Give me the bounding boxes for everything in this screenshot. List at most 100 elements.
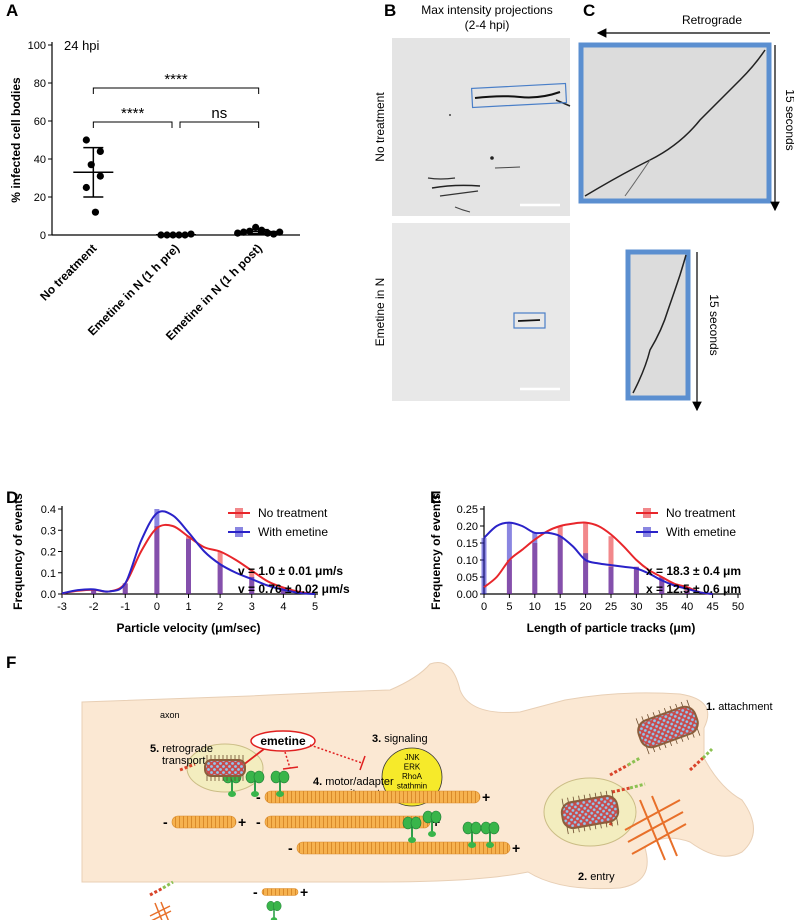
kymograph: [578, 42, 772, 204]
step-label: 1. attachment: [706, 701, 773, 713]
mechanism-diagram: axon emetine 1. attachment 2. entry 3. signalin…: [81, 662, 773, 920]
y-tick-label: 40: [34, 154, 46, 166]
x-tick-label: 30: [630, 601, 642, 613]
x-tick-label: 0: [154, 601, 160, 613]
roi-box: [513, 312, 546, 329]
bar: [217, 564, 223, 594]
y-tick-label: 0: [40, 230, 46, 242]
step-text: entry: [590, 871, 615, 883]
y-tick-label: 0.0: [41, 589, 56, 601]
bar: [506, 522, 512, 594]
b-title: (2-4 hpi): [465, 18, 510, 32]
drug-box: [250, 730, 316, 752]
dynein-head: [430, 810, 442, 824]
x-tick-label: 5: [506, 601, 512, 613]
bar: [633, 566, 639, 594]
inhibition: [282, 766, 299, 770]
y-tick-label: 0.2: [41, 547, 56, 559]
step-text: retrograde: [162, 743, 213, 755]
panel-label: F: [6, 653, 16, 672]
legend-swatch: [235, 508, 243, 518]
legend-swatch: [643, 508, 651, 518]
dynein: [245, 770, 265, 797]
signal-label: ERK: [404, 763, 421, 772]
capsid: [204, 759, 246, 777]
row-label: No treatment: [373, 92, 387, 162]
panel-label: E: [430, 488, 441, 507]
image-bg: [392, 38, 570, 216]
dynein-foot: [486, 842, 494, 848]
significance-bracket: [92, 87, 260, 94]
track: [517, 319, 541, 322]
bar: [280, 589, 286, 594]
x-tick-label: No treatment: [37, 241, 99, 303]
polarity-plus: +: [512, 840, 520, 856]
dynein: [402, 816, 422, 843]
y-tick-label: 0.3: [41, 525, 56, 537]
legend-label: No treatment: [258, 506, 328, 520]
track: [431, 184, 481, 189]
dynein-foot: [276, 791, 284, 797]
significance-bracket: [92, 121, 173, 128]
density-curve: [483, 521, 713, 595]
step-label: 2. entry: [578, 871, 615, 883]
track: [494, 166, 521, 169]
stat-label: v = 0.76 ± 0.02 μm/s: [238, 582, 350, 596]
y-tick-label: 0.20: [457, 521, 478, 533]
dynein-head: [488, 821, 500, 835]
y-tick-label: 80: [34, 78, 46, 90]
inhibition: [284, 751, 291, 769]
bar: [91, 589, 97, 594]
step-label: transport: [162, 755, 205, 767]
capsid: [637, 705, 699, 749]
capsid: [560, 794, 620, 830]
x-tick-label: 10: [529, 601, 541, 613]
virus: [635, 699, 701, 755]
dynein-head: [278, 770, 290, 784]
data-point: [187, 230, 195, 238]
time-label: 15 seconds: [783, 89, 794, 150]
bar: [659, 577, 665, 594]
legend-label: With emetine: [666, 525, 736, 539]
x-tick-label: -1: [120, 601, 130, 613]
direction-label: Retrograde: [682, 13, 742, 27]
signal-label: stathmin: [397, 782, 427, 791]
polarity-minus: -: [163, 814, 168, 830]
data-point: [96, 172, 104, 180]
data-point: [96, 147, 104, 155]
actin: [624, 795, 687, 861]
track: [454, 206, 471, 213]
panel-label: A: [6, 1, 18, 20]
data-point: [82, 183, 90, 192]
microtubule: [171, 815, 237, 829]
significance-label: ns: [211, 105, 227, 122]
dynein: [462, 821, 482, 848]
polarity-minus: -: [288, 840, 293, 856]
polarity-minus: -: [253, 884, 258, 900]
x-tick-label: Emetine in N (1 h pre): [85, 241, 182, 338]
step-number: 5.: [150, 743, 159, 755]
stat-label: x = 12.5 ± 0.6 μm: [646, 582, 741, 596]
track: [427, 177, 456, 180]
y-tick-label: 20: [34, 192, 46, 204]
x-tick-label: 5: [312, 601, 318, 613]
dynein-head: [470, 821, 482, 835]
dynein-foot: [251, 791, 259, 797]
y-tick-label: 60: [34, 116, 46, 128]
kymo-trace: [584, 49, 766, 197]
drug-label: emetine: [260, 734, 306, 748]
x-tick-label: 0: [481, 601, 487, 613]
image-bg: [392, 223, 570, 401]
x-tick-label: -2: [89, 601, 99, 613]
legend-label: No treatment: [666, 506, 736, 520]
dynein: [266, 900, 282, 920]
bar: [684, 590, 690, 594]
kymo-trace: [632, 254, 687, 394]
track: [439, 190, 479, 197]
x-tick-label: 45: [706, 601, 718, 613]
x-tick-label: 50: [732, 601, 744, 613]
spot: [449, 114, 451, 116]
density-curve: [483, 521, 713, 595]
